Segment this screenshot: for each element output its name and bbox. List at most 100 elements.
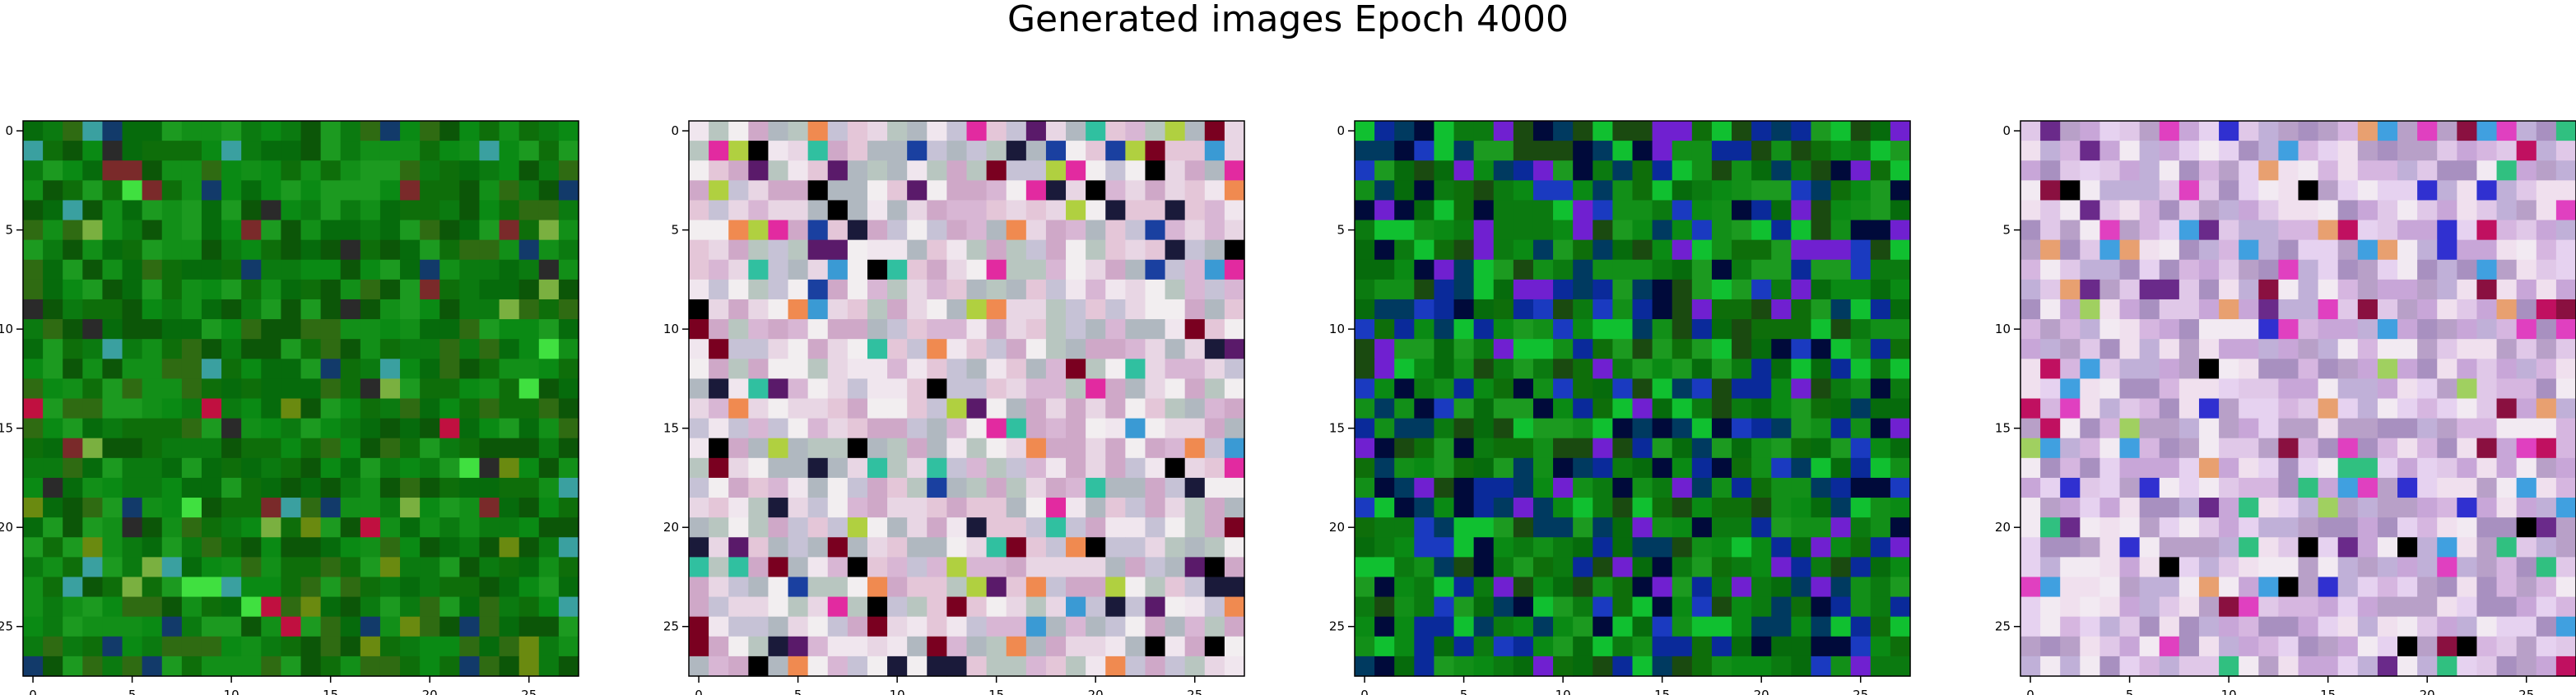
pixel-cell (788, 517, 809, 538)
pixel-cell (400, 398, 421, 419)
pixel-cell (986, 517, 1007, 538)
pixel-cell (459, 477, 481, 498)
pixel-cell (867, 398, 888, 419)
pixel-cell (1224, 378, 1245, 400)
pixel-cell (2060, 517, 2081, 538)
pixel-cell (1513, 656, 1534, 677)
pixel-cell (2198, 398, 2220, 419)
pixel-cell (2278, 339, 2299, 359)
pixel-cell (1184, 160, 1206, 181)
pixel-cell (1145, 279, 1166, 300)
pixel-cell (2516, 299, 2537, 320)
pixel-cell (2198, 636, 2220, 657)
pixel-cell (1691, 359, 1713, 379)
pixel-cell (1414, 121, 1435, 141)
pixel-cell (986, 596, 1007, 618)
pixel-cell (281, 359, 302, 379)
pixel-cell (2139, 121, 2160, 141)
pixel-cell (201, 616, 222, 637)
pixel-cell (1652, 259, 1673, 280)
pixel-cell (2239, 477, 2259, 498)
pixel-cell (1771, 378, 1792, 400)
pixel-cell (63, 656, 83, 677)
pixel-cell (241, 398, 262, 419)
pixel-cell (887, 577, 908, 598)
pixel-cell (2258, 596, 2279, 618)
pixel-cell (1493, 517, 1514, 538)
pixel-cell (907, 557, 928, 578)
pixel-cell (2278, 259, 2299, 280)
y-tick-label: 15 (1995, 421, 2011, 436)
pixel-cell (538, 616, 560, 637)
pixel-cell (907, 517, 928, 538)
pixel-cell (2099, 498, 2121, 518)
pixel-cell (907, 438, 928, 459)
pixel-cell (1593, 279, 1613, 300)
pixel-cell (1513, 160, 1534, 181)
pixel-cell (1573, 141, 1593, 161)
pixel-cell (1224, 319, 1245, 340)
pixel-cell (1612, 636, 1634, 657)
pixel-cell (2298, 299, 2319, 320)
pixel-cell (1791, 596, 1812, 618)
pixel-cell (1830, 498, 1852, 518)
pixel-cell (1434, 537, 1455, 558)
pixel-cell (847, 121, 868, 141)
pixel-cell (538, 596, 560, 618)
pixel-cell (181, 457, 202, 479)
pixel-cell (142, 596, 163, 618)
pixel-cell (340, 160, 361, 181)
pixel-cell (82, 259, 104, 280)
pixel-cell (43, 359, 63, 379)
pixel-cell (946, 339, 968, 359)
pixel-cell (1771, 636, 1792, 657)
pixel-cell (847, 577, 868, 598)
pixel-cell (1593, 636, 1613, 657)
pixel-cell (43, 339, 63, 359)
pixel-cell (2159, 656, 2180, 677)
pixel-cell (1732, 279, 1752, 300)
pixel-cell (1711, 537, 1732, 558)
pixel-cell (1006, 616, 1027, 637)
pixel-cell (1204, 180, 1225, 202)
pixel-cell (1184, 557, 1206, 578)
pixel-cell (1811, 418, 1832, 439)
pixel-cell (2318, 457, 2339, 479)
pixel-cell (2397, 537, 2418, 558)
pixel-cell (2536, 279, 2557, 300)
pixel-cell (1811, 279, 1832, 300)
pixel-cell (689, 220, 709, 241)
pixel-cell (360, 299, 381, 320)
pixel-cell (2516, 121, 2537, 141)
pixel-cell (807, 398, 829, 419)
pixel-cell (2099, 636, 2121, 657)
pixel-cell (2258, 438, 2279, 459)
pixel-cell (23, 378, 44, 400)
pixel-cell (946, 537, 968, 558)
pixel-cell (102, 239, 123, 261)
pixel-cell (2198, 438, 2220, 459)
pixel-cell (1204, 418, 1225, 439)
pixel-cell (43, 319, 63, 340)
pixel-cell (1374, 220, 1395, 241)
pixel-cell (1652, 457, 1673, 479)
pixel-cell (1224, 339, 1245, 359)
x-tick-label: 15 (1654, 688, 1670, 695)
pixel-cell (1355, 359, 1375, 379)
pixel-cell (261, 438, 281, 459)
pixel-cell (1453, 498, 1475, 518)
pixel-cell (400, 200, 421, 221)
pixel-cell (1672, 121, 1693, 141)
pixel-cell (2159, 160, 2180, 181)
pixel-cell (2219, 378, 2239, 400)
pixel-cell (1513, 498, 1534, 518)
pixel-cell (63, 517, 83, 538)
pixel-cell (360, 438, 381, 459)
pixel-cell (768, 438, 789, 459)
pixel-cell (1184, 200, 1206, 221)
pixel-cell (538, 477, 560, 498)
pixel-cell (1125, 299, 1146, 320)
pixel-cell (43, 537, 63, 558)
pixel-cell (1751, 557, 1772, 578)
pixel-cell (161, 200, 183, 221)
